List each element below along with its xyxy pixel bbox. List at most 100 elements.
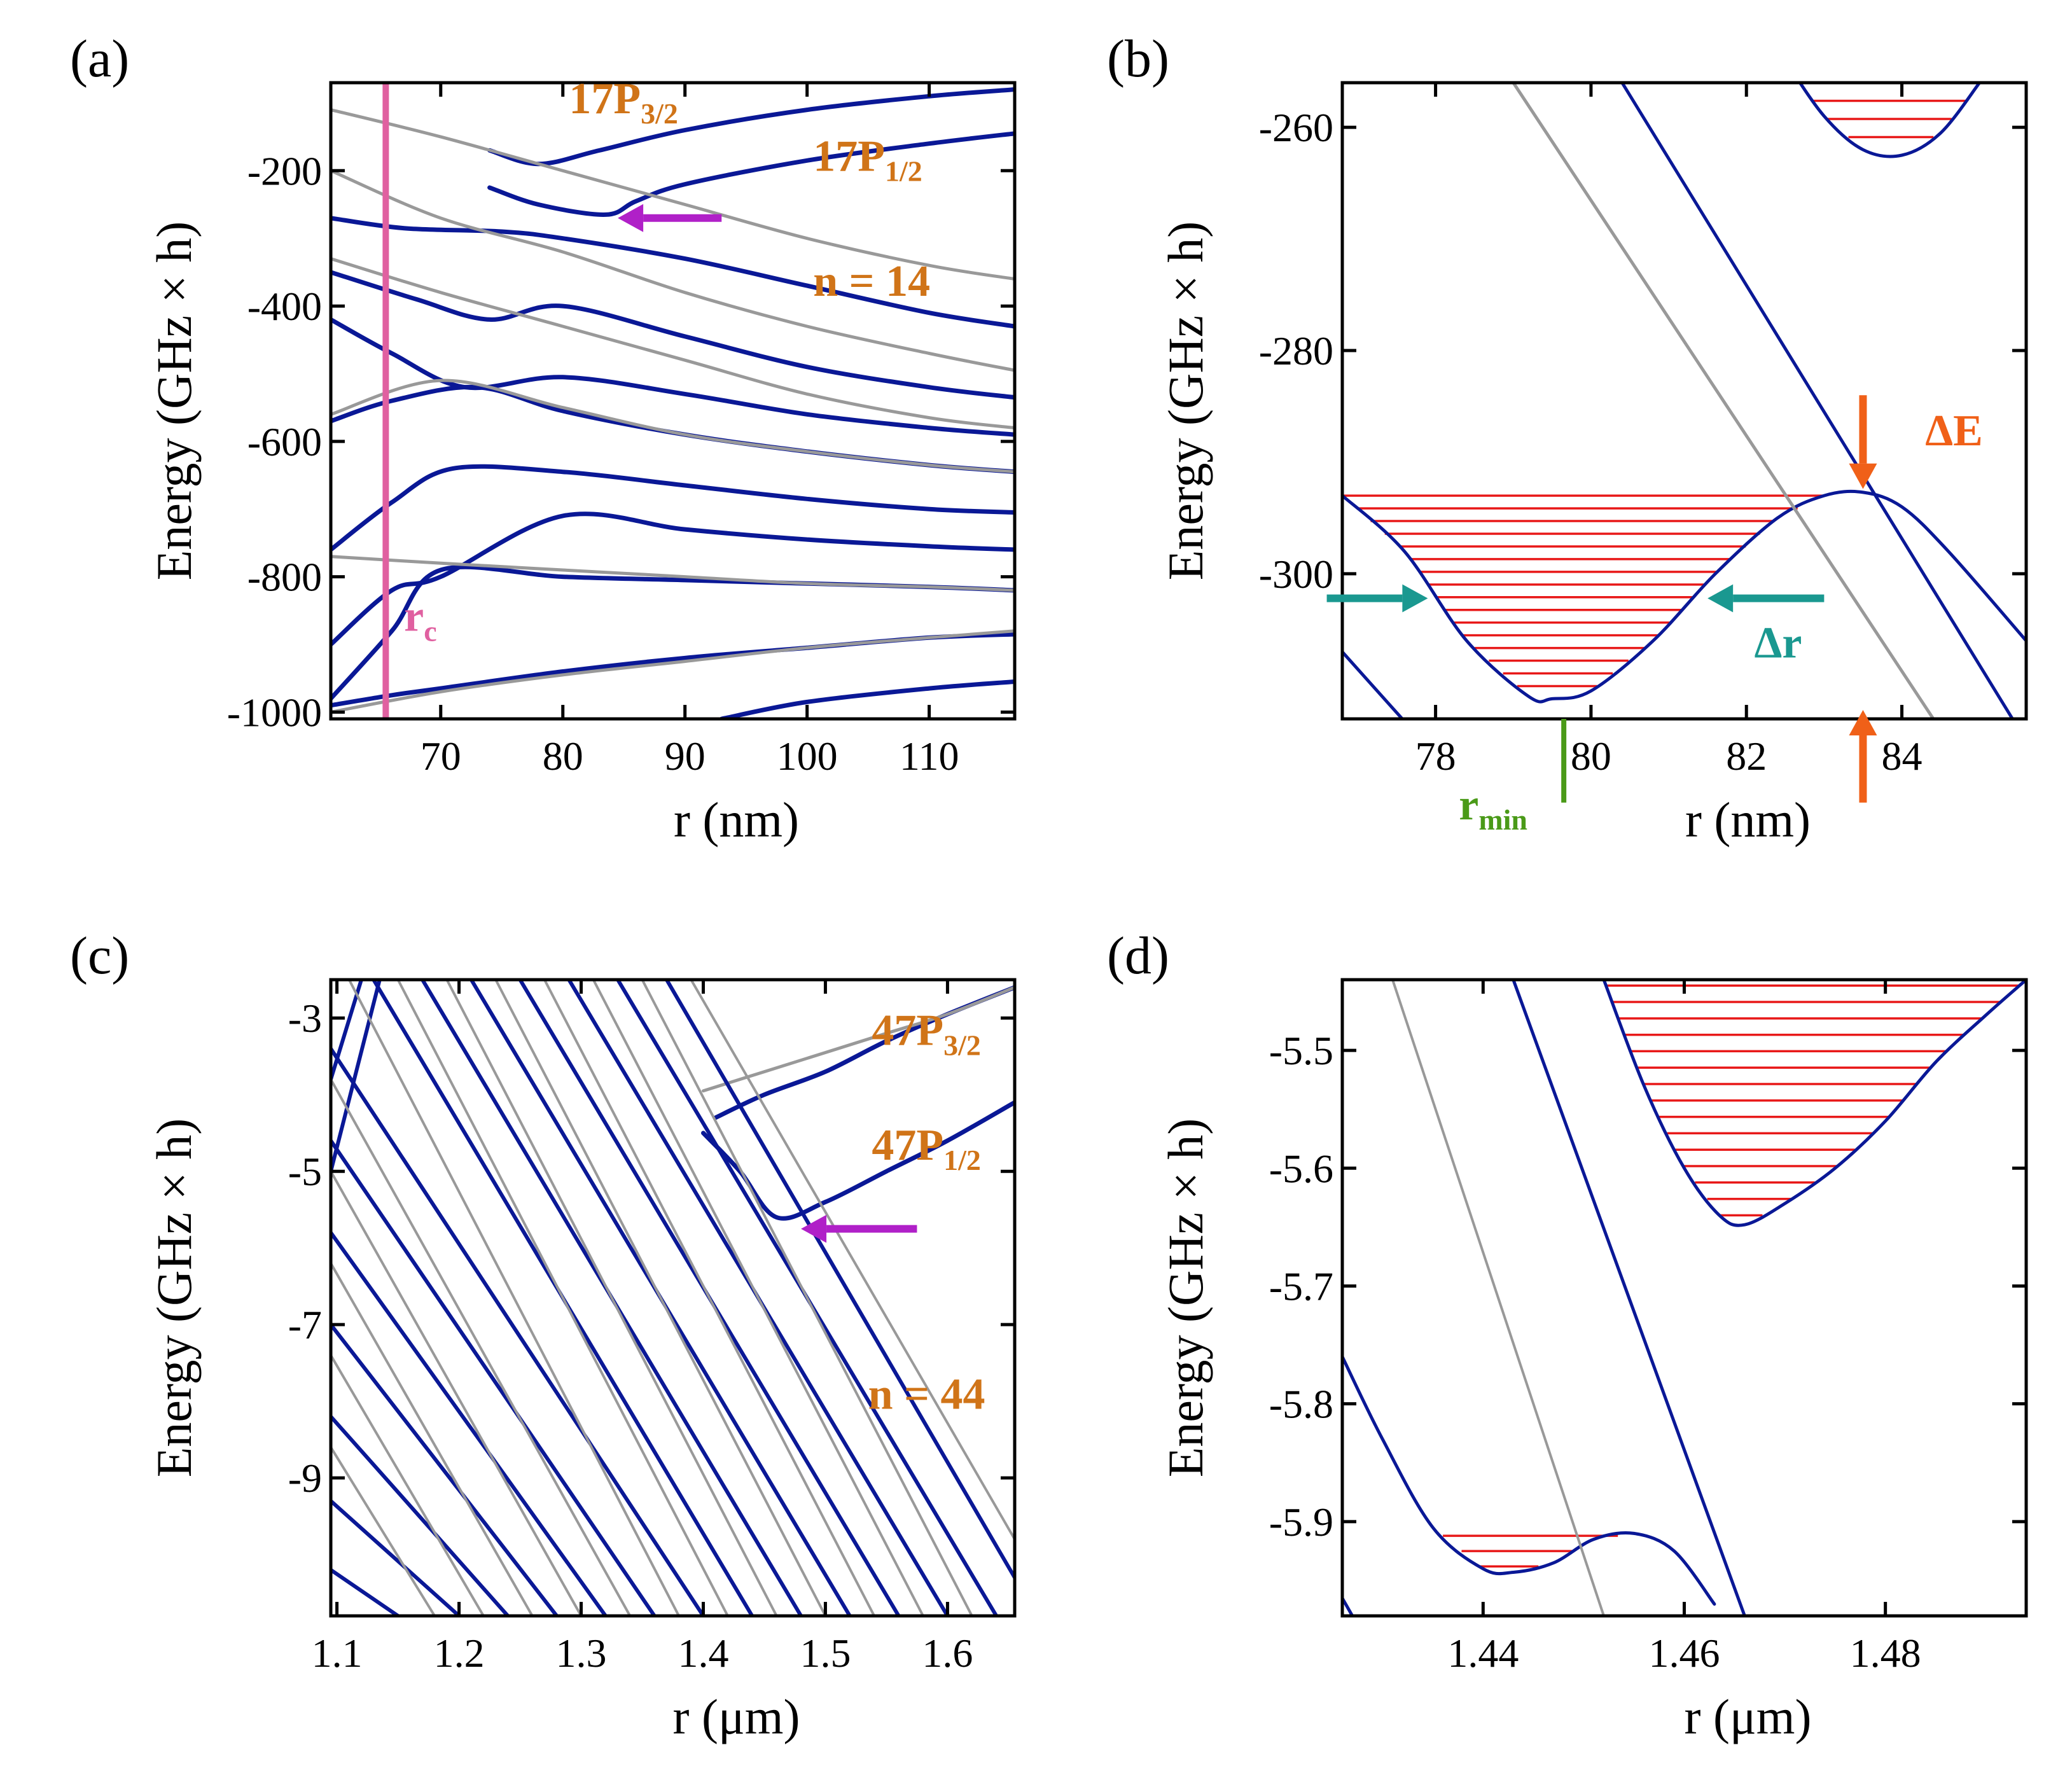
plot-area-c — [331, 980, 1015, 1616]
series-corner-blue — [1342, 1596, 1354, 1616]
series-steep-gray — [1391, 980, 1605, 1616]
series-gray-d7 — [396, 980, 729, 1616]
label-17P12: 17P1/2 — [813, 132, 922, 187]
series-gray-d6 — [445, 980, 778, 1616]
series-lower-well — [1342, 1355, 1716, 1606]
ytick-label: -3 — [288, 996, 322, 1041]
xtick-label: 70 — [421, 734, 461, 779]
y-axis-label-c: Energy (GHz × h) — [146, 1118, 202, 1478]
panel-c: 1.1 1.2 1.3 1.4 1.5 1.6 -9 -7 -5 -3 r (μm) Energy (… — [70, 926, 1017, 1744]
xtick-label: 1.3 — [556, 1631, 607, 1676]
xtick-label: 82 — [1726, 734, 1767, 779]
series-branch-1 — [331, 216, 1015, 329]
x-axis-label-c: r (μm) — [673, 1689, 800, 1744]
label-n44: n = 44 — [868, 1370, 985, 1419]
plot-area-d — [1342, 980, 2026, 1616]
xtick-label: 80 — [1571, 734, 1611, 779]
series-upper-well — [1602, 980, 2026, 1227]
ytick-label: -400 — [247, 284, 322, 329]
series-gray-d3 — [592, 980, 924, 1616]
xtick-label: 90 — [665, 734, 706, 779]
series-gray-d13 — [331, 1445, 436, 1616]
xtick-label: 1.6 — [922, 1631, 973, 1676]
axes-frame-c — [329, 978, 1017, 1618]
series-gray-5 — [331, 555, 1015, 592]
series-gray-d9 — [331, 1078, 632, 1616]
y-axis-label-a: Energy (GHz × h) — [146, 221, 202, 581]
arrow-c-head — [801, 1214, 827, 1243]
x-axis-label-b: r (nm) — [1685, 792, 1811, 847]
panel-d: 1.44 1.46 1.48 -5.9 -5.8 -5.7 -5.6 -5.5 r (μm) En… — [1107, 926, 2028, 1744]
series-branch-5 — [331, 464, 1015, 552]
label-dr: Δr — [1754, 619, 1802, 668]
x-axis-label-d: r (μm) — [1685, 1689, 1812, 1744]
xtick-label: 80 — [543, 734, 583, 779]
xtick-label: 100 — [777, 734, 838, 779]
xtick-label: 1.44 — [1447, 1631, 1519, 1676]
series-steep-blue — [1620, 83, 2015, 719]
xtick-label: 1.4 — [678, 1631, 728, 1676]
series-branch-4 — [331, 384, 1015, 475]
series-branch-3 — [331, 317, 1015, 437]
series-low-left — [1342, 650, 1405, 719]
xtick-label: 1.48 — [1850, 1631, 1921, 1676]
series-gray-3 — [331, 257, 1015, 430]
ytick-label: -5.5 — [1269, 1028, 1333, 1073]
label-17P32: 17P3/2 — [569, 74, 678, 130]
series-gray-d11 — [331, 1262, 534, 1616]
ytick-label: -1000 — [227, 690, 322, 735]
series-47P1/2 — [701, 1100, 1015, 1221]
series-gray-d10 — [331, 1170, 583, 1616]
arrow-dE-up-head — [1849, 709, 1877, 735]
xtick-label: 84 — [1882, 734, 1923, 779]
panel-a: 70 80 90 100 110 -1000 -800 -600 -400 -200 r (nm) E… — [70, 29, 1017, 847]
series-diag-1 — [664, 980, 1015, 1580]
series-steep-blue — [1512, 980, 1746, 1616]
series-diag-14 — [331, 1568, 400, 1616]
label-n14: n = 14 — [813, 257, 930, 306]
xtick-label: 1.5 — [800, 1631, 851, 1676]
label-47P32: 47P3/2 — [872, 1006, 981, 1061]
series-gray-d1 — [690, 980, 1015, 1541]
series-gray-d4 — [543, 980, 876, 1616]
series-diag-13 — [331, 1499, 461, 1616]
series-gray-d2 — [641, 980, 973, 1616]
ytick-label: -280 — [1259, 328, 1333, 373]
ytick-label: -5.7 — [1269, 1263, 1333, 1309]
x-axis-label-a: r (nm) — [674, 792, 799, 847]
xtick-label: 1.2 — [434, 1631, 485, 1676]
xtick-label: 1.46 — [1649, 1631, 1720, 1676]
series-bound-well — [1342, 489, 2026, 704]
panel-label-a: (a) — [70, 29, 129, 88]
plot-area-b — [1342, 83, 2026, 719]
series-gray-2 — [331, 169, 1015, 372]
panel-label-c: (c) — [70, 926, 129, 985]
ytick-label: -5.6 — [1269, 1146, 1333, 1191]
y-axis-label-b: Energy (GHz × h) — [1158, 221, 1213, 581]
series-gray-d5 — [494, 980, 827, 1616]
series-upper-well — [1798, 83, 1982, 158]
series-diag-8 — [331, 1046, 706, 1616]
series-diag-10 — [331, 1230, 608, 1616]
xtick-label: 110 — [900, 734, 959, 779]
series-branch-6 — [331, 511, 1015, 647]
series-gray-upper — [702, 985, 1015, 1093]
ytick-label: -9 — [288, 1456, 322, 1501]
series-branch-9 — [719, 679, 1015, 719]
arrow-a-head — [618, 204, 644, 232]
ytick-label: -5.9 — [1269, 1499, 1333, 1545]
ytick-label: -260 — [1259, 105, 1333, 150]
series-17P1/2 — [487, 131, 1015, 217]
label-rc: rc — [404, 592, 437, 648]
label-rmin: rmin — [1459, 781, 1527, 836]
ytick-label: -800 — [247, 555, 322, 600]
y-axis-label-d: Energy (GHz × h) — [1158, 1118, 1213, 1478]
ytick-label: -5.8 — [1269, 1382, 1333, 1427]
arrow-dr-left-head — [1402, 584, 1428, 613]
series-gray-1 — [331, 108, 1015, 281]
series-gray-d8 — [347, 980, 681, 1616]
panel-label-b: (b) — [1107, 29, 1169, 88]
ytick-label: -7 — [288, 1302, 322, 1347]
series-gray-d12 — [331, 1354, 485, 1616]
